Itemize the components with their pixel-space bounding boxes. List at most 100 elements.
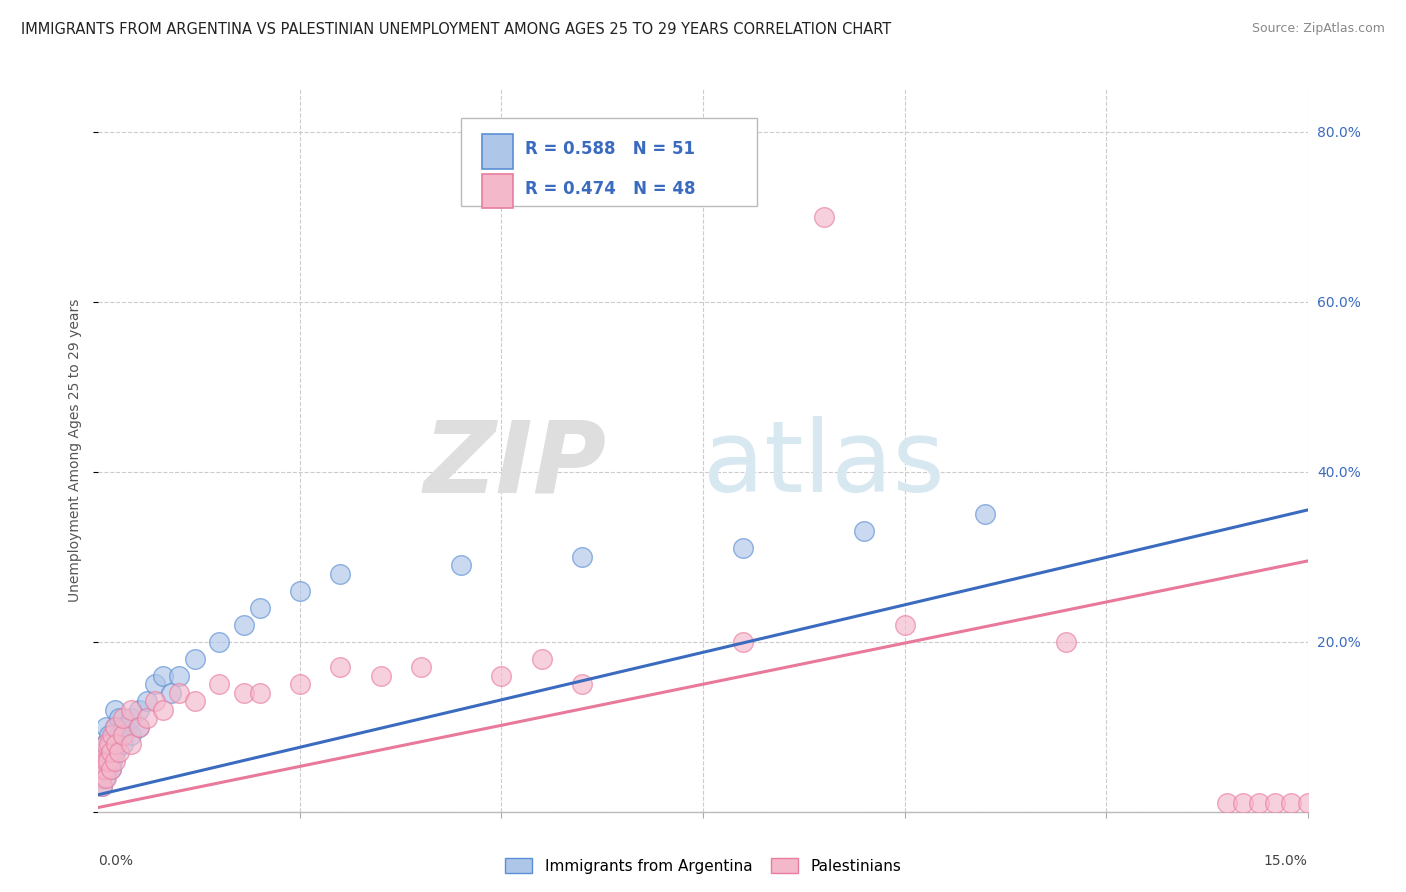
Point	[370, 669, 392, 683]
Point	[329, 660, 352, 674]
Point	[96, 720, 118, 734]
Point	[97, 728, 120, 742]
Point	[208, 677, 231, 691]
Point	[94, 762, 117, 776]
Point	[115, 720, 138, 734]
Point	[893, 617, 915, 632]
Point	[94, 762, 117, 776]
Point	[160, 686, 183, 700]
Point	[128, 720, 150, 734]
Point	[1216, 796, 1239, 810]
Point	[853, 524, 876, 539]
Point	[450, 558, 472, 573]
Point	[249, 600, 271, 615]
Point	[813, 210, 835, 224]
Point	[249, 686, 271, 700]
Point	[167, 686, 190, 700]
Point	[1232, 796, 1254, 810]
Point	[103, 720, 125, 734]
Point	[152, 669, 174, 683]
Point	[152, 703, 174, 717]
Legend: Immigrants from Argentina, Palestinians: Immigrants from Argentina, Palestinians	[499, 852, 907, 880]
Point	[143, 694, 166, 708]
Point	[93, 754, 115, 768]
Point	[100, 737, 122, 751]
Point	[184, 651, 207, 665]
Point	[1281, 796, 1303, 810]
Text: 15.0%: 15.0%	[1264, 855, 1308, 868]
Point	[111, 728, 134, 742]
Point	[974, 507, 997, 521]
Point	[128, 720, 150, 734]
Point	[97, 745, 120, 759]
Point	[96, 737, 118, 751]
Point	[111, 711, 134, 725]
Point	[90, 771, 112, 785]
Point	[733, 541, 755, 556]
Text: ZIP: ZIP	[423, 417, 606, 514]
Point	[101, 728, 124, 742]
FancyBboxPatch shape	[461, 118, 758, 206]
Text: R = 0.588   N = 51: R = 0.588 N = 51	[526, 140, 695, 158]
Point	[135, 711, 157, 725]
Point	[97, 754, 120, 768]
Point	[100, 745, 122, 759]
Point	[733, 634, 755, 648]
Point	[232, 617, 254, 632]
Point	[128, 703, 150, 717]
Point	[232, 686, 254, 700]
Point	[89, 762, 111, 776]
Point	[103, 745, 125, 759]
Point	[103, 703, 125, 717]
Point	[107, 728, 129, 742]
Point	[167, 669, 190, 683]
Point	[93, 745, 115, 759]
Point	[96, 737, 118, 751]
Point	[96, 771, 118, 785]
Point	[288, 677, 311, 691]
Point	[101, 754, 124, 768]
Point	[1264, 796, 1286, 810]
Point	[97, 762, 120, 776]
Point	[100, 762, 122, 776]
Point	[120, 711, 142, 725]
Point	[100, 745, 122, 759]
Point	[91, 779, 114, 793]
Point	[100, 762, 122, 776]
Point	[530, 651, 553, 665]
Point	[329, 566, 352, 581]
Point	[571, 549, 593, 564]
Point	[409, 660, 432, 674]
Point	[1296, 796, 1319, 810]
Point	[111, 737, 134, 751]
FancyBboxPatch shape	[482, 174, 513, 209]
Point	[94, 737, 117, 751]
Point	[94, 754, 117, 768]
Point	[143, 677, 166, 691]
FancyBboxPatch shape	[482, 134, 513, 169]
Point	[1249, 796, 1271, 810]
Text: 0.0%: 0.0%	[98, 855, 134, 868]
Point	[107, 711, 129, 725]
Point	[120, 728, 142, 742]
Point	[107, 745, 129, 759]
Point	[208, 634, 231, 648]
Point	[101, 728, 124, 742]
Point	[96, 754, 118, 768]
Text: IMMIGRANTS FROM ARGENTINA VS PALESTINIAN UNEMPLOYMENT AMONG AGES 25 TO 29 YEARS : IMMIGRANTS FROM ARGENTINA VS PALESTINIAN…	[21, 22, 891, 37]
Point	[94, 771, 117, 785]
Point	[288, 583, 311, 598]
Point	[91, 762, 114, 776]
Point	[90, 754, 112, 768]
Point	[91, 745, 114, 759]
Text: Source: ZipAtlas.com: Source: ZipAtlas.com	[1251, 22, 1385, 36]
Point	[90, 754, 112, 768]
Point	[98, 754, 121, 768]
Point	[184, 694, 207, 708]
Point	[103, 720, 125, 734]
Text: R = 0.474   N = 48: R = 0.474 N = 48	[526, 180, 696, 198]
Point	[103, 754, 125, 768]
Point	[571, 677, 593, 691]
Point	[91, 779, 114, 793]
Point	[97, 737, 120, 751]
